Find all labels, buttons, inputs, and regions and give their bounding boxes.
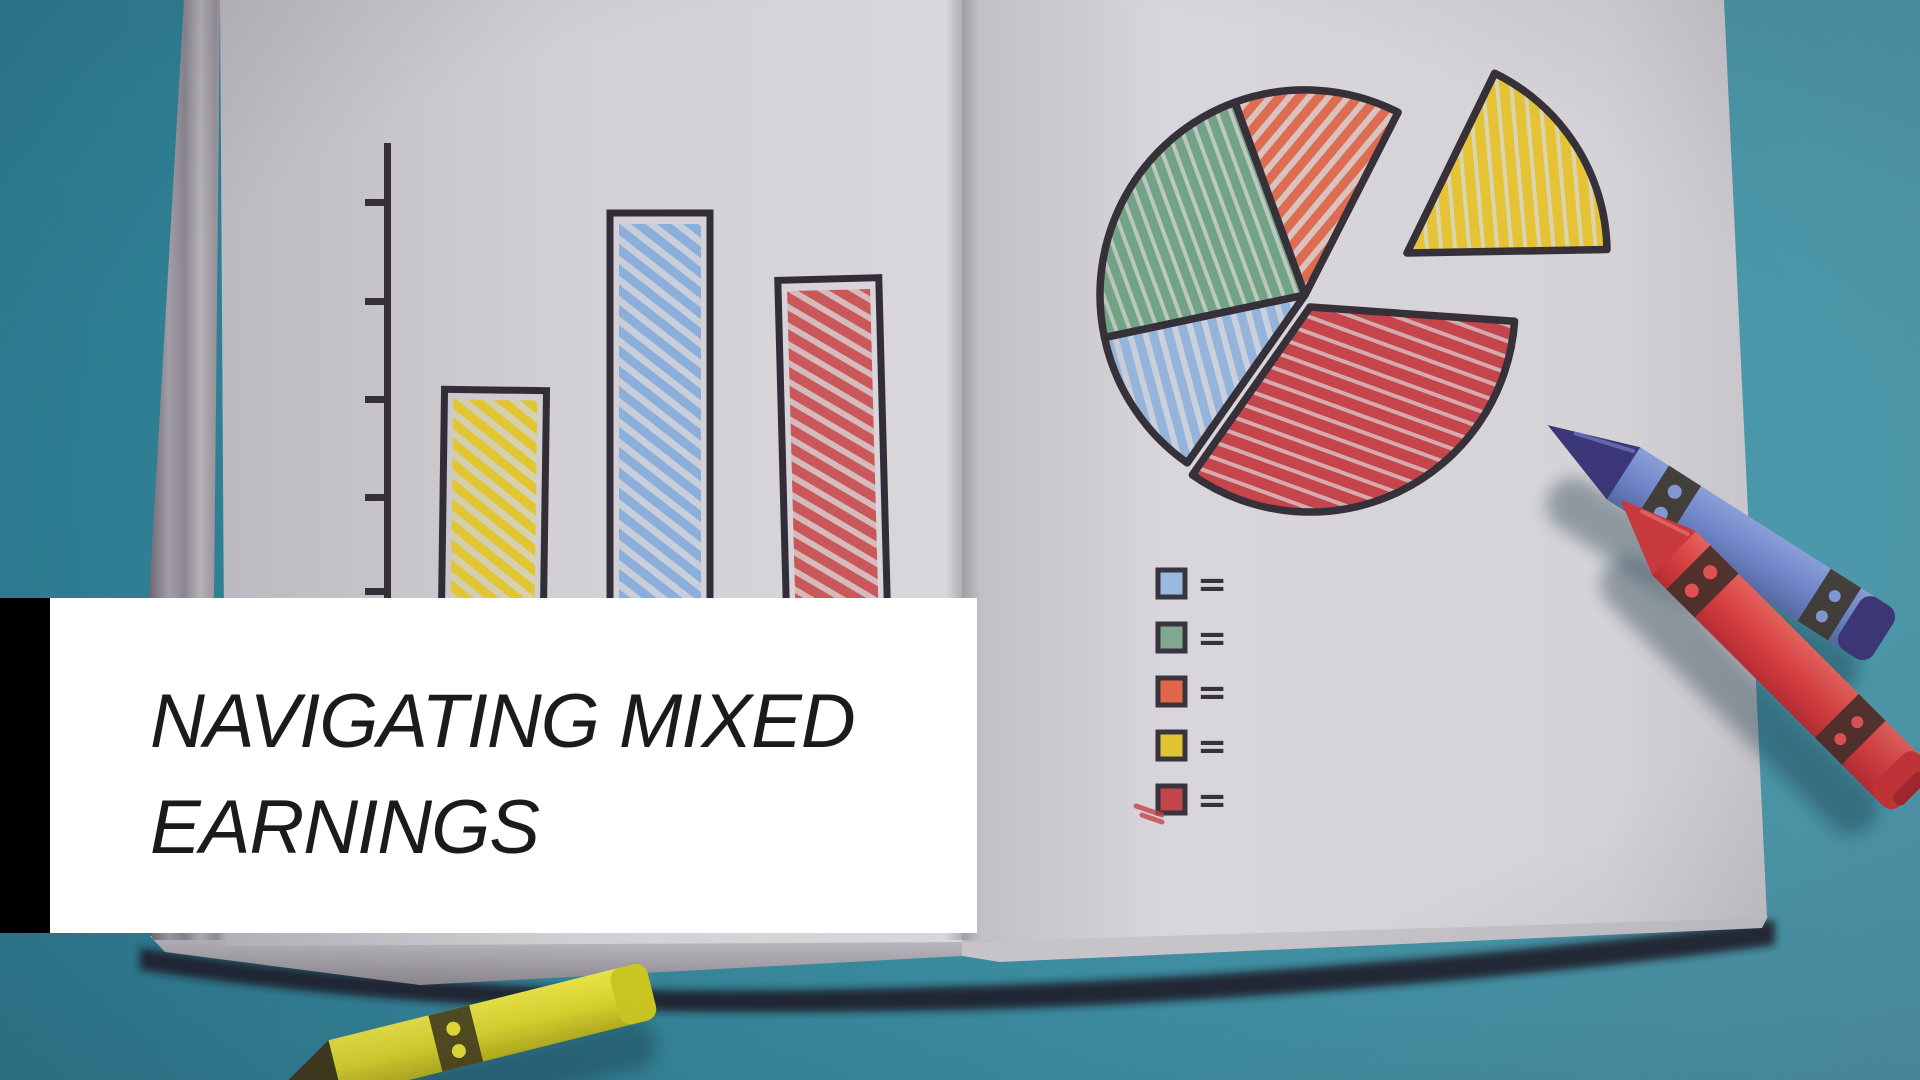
slide-title-line1: NAVIGATING MIXED	[150, 679, 855, 764]
banner-accent-bar	[0, 598, 50, 933]
title-banner: NAVIGATING MIXED EARNINGS	[0, 598, 977, 933]
banner-background	[50, 598, 977, 933]
slide-title-line2: EARNINGS	[150, 785, 539, 870]
